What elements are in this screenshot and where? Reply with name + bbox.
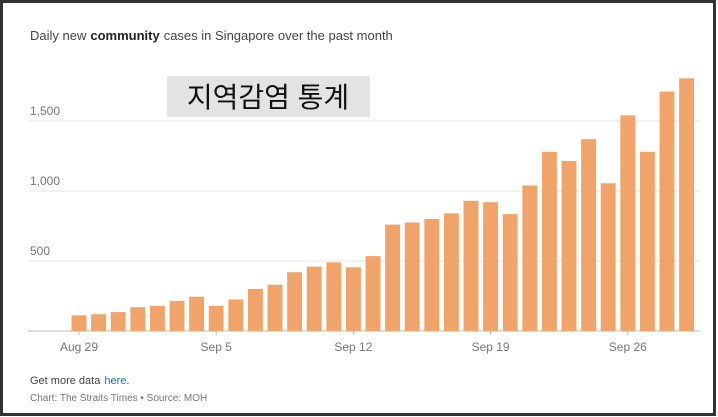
bar bbox=[287, 272, 303, 331]
bar bbox=[208, 305, 224, 331]
x-tick-label: Sep 26 bbox=[609, 340, 647, 354]
bar bbox=[130, 307, 146, 331]
bar bbox=[659, 91, 675, 331]
chart-title: Daily new community cases in Singapore ove… bbox=[30, 28, 393, 43]
overlay-text: 지역감염 통계 bbox=[187, 82, 349, 113]
footer-text: . bbox=[126, 375, 129, 387]
bar bbox=[228, 299, 244, 331]
bar bbox=[110, 312, 126, 331]
y-tick-label: 1,000 bbox=[30, 174, 60, 188]
overlay-box bbox=[167, 76, 370, 117]
bar bbox=[91, 314, 107, 331]
footer: Get more data here. bbox=[30, 375, 129, 387]
x-tick-label: Sep 5 bbox=[201, 340, 233, 354]
bar bbox=[463, 200, 479, 331]
y-tick-label: 500 bbox=[30, 244, 50, 258]
bar bbox=[541, 151, 557, 331]
bar bbox=[247, 289, 263, 331]
bar bbox=[522, 185, 538, 331]
bar bbox=[502, 214, 518, 331]
title-part: Daily new bbox=[30, 28, 87, 43]
title-part: community bbox=[90, 28, 160, 43]
bar bbox=[483, 202, 499, 331]
bar bbox=[169, 300, 185, 331]
bar bbox=[385, 224, 401, 331]
bar bbox=[345, 267, 361, 331]
link[interactable]: here bbox=[104, 375, 126, 387]
bar bbox=[639, 151, 655, 331]
bar bbox=[71, 315, 87, 331]
x-tick-label: Sep 19 bbox=[472, 340, 510, 354]
x-tick-label: Sep 12 bbox=[334, 340, 372, 354]
bar bbox=[267, 284, 283, 331]
bar bbox=[365, 256, 381, 331]
bar bbox=[404, 222, 420, 331]
bar bbox=[443, 213, 459, 331]
source: Chart: The Straits Times • Source: MOH bbox=[30, 393, 207, 404]
bar bbox=[189, 296, 205, 331]
bar bbox=[581, 139, 597, 331]
bar bbox=[149, 305, 165, 331]
y-tick-label: 1,500 bbox=[30, 104, 60, 118]
bar bbox=[306, 266, 322, 331]
bar bbox=[326, 262, 342, 331]
bar bbox=[424, 219, 440, 331]
bar bbox=[561, 160, 577, 331]
x-tick-label: Aug 29 bbox=[60, 340, 98, 354]
title-part: cases in Singapore over the past month bbox=[164, 28, 393, 43]
bar bbox=[600, 183, 616, 331]
bar bbox=[620, 115, 636, 332]
bar bbox=[679, 78, 695, 331]
footer-text: Get more data bbox=[30, 375, 101, 387]
